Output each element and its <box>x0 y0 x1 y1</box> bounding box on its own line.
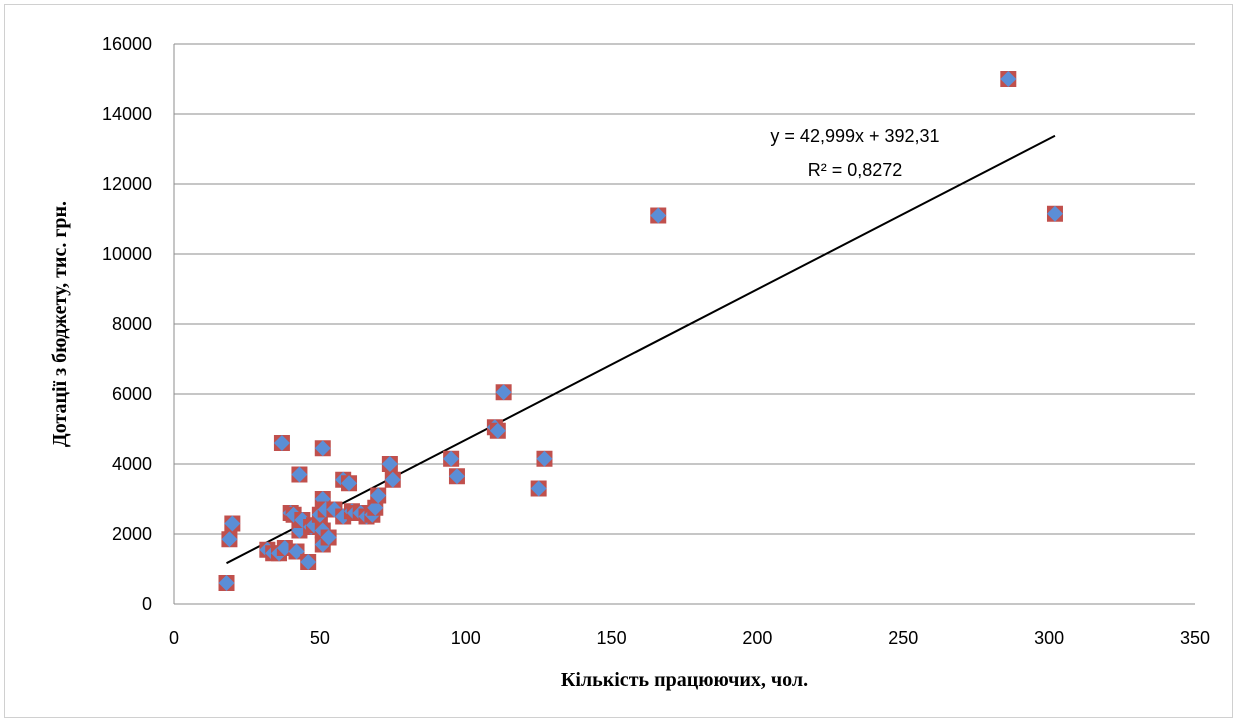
y-tick-label: 14000 <box>102 104 152 124</box>
data-point-diamond <box>367 499 384 516</box>
trendline-equation: y = 42,999x + 392,31 <box>770 126 939 146</box>
data-point-diamond <box>341 475 358 492</box>
data-point <box>370 487 387 504</box>
data-point <box>314 440 331 457</box>
data-point <box>320 529 337 546</box>
data-point <box>300 554 317 570</box>
y-tick-label: 16000 <box>102 34 152 54</box>
data-point <box>221 531 238 548</box>
y-tick-label: 4000 <box>112 454 152 474</box>
gridlines <box>173 43 1195 605</box>
data-point <box>384 471 401 488</box>
x-tick-label: 50 <box>310 628 330 648</box>
data-point-diamond <box>489 422 506 439</box>
data-point <box>448 468 465 485</box>
data-point-diamond <box>314 440 331 457</box>
data-point <box>1000 71 1017 87</box>
data-point <box>291 466 308 483</box>
trendline <box>226 134 1056 565</box>
data-point-diamond <box>448 468 465 485</box>
y-tick-label: 0 <box>142 594 152 614</box>
data-point <box>650 207 667 224</box>
x-tick-label: 300 <box>1034 628 1064 648</box>
data-point <box>1046 205 1063 222</box>
data-point-diamond <box>300 554 317 570</box>
y-tick-label: 2000 <box>112 524 152 544</box>
x-tick-labels: 0 50 100 150 200 250 300 350 <box>169 628 1210 648</box>
data-point-diamond <box>381 456 398 472</box>
data-point <box>218 575 235 591</box>
data-point-diamond <box>495 384 512 401</box>
data-point-diamond <box>384 471 401 488</box>
data-point <box>224 515 241 532</box>
data-point <box>536 450 553 467</box>
trendline-r2: R² = 0,8272 <box>808 160 903 180</box>
data-point-diamond <box>320 529 337 546</box>
data-points <box>218 71 1063 591</box>
data-point-diamond <box>1000 71 1017 87</box>
data-point <box>443 450 460 467</box>
data-point-diamond <box>273 435 290 451</box>
y-tick-label: 12000 <box>102 174 152 194</box>
x-tick-label: 200 <box>742 628 772 648</box>
data-point-diamond <box>291 466 308 483</box>
x-tick-label: 250 <box>888 628 918 648</box>
data-point-diamond <box>530 480 547 497</box>
y-axis-title: Дотації з бюджету, тис. грн. <box>49 201 71 447</box>
data-point-diamond <box>1046 205 1063 222</box>
data-point-diamond <box>221 531 238 548</box>
data-point-diamond <box>370 487 387 504</box>
data-point <box>273 435 290 451</box>
x-tick-label: 0 <box>169 628 179 648</box>
data-point-diamond <box>224 515 241 532</box>
data-point-diamond <box>443 450 460 467</box>
data-point-diamond <box>218 575 235 591</box>
data-point <box>495 384 512 401</box>
x-tick-label: 100 <box>451 628 481 648</box>
y-tick-label: 10000 <box>102 244 152 264</box>
x-axis-title: Кількість працюючих, чол. <box>561 669 808 691</box>
data-point-diamond <box>536 450 553 467</box>
data-point <box>367 499 384 516</box>
y-tick-label: 8000 <box>112 314 152 334</box>
y-tick-labels: 0 2000 4000 6000 8000 10000 12000 14000 16000 <box>102 34 152 614</box>
data-point <box>341 475 358 492</box>
data-point-diamond <box>650 207 667 224</box>
x-tick-label: 150 <box>597 628 627 648</box>
data-point <box>381 456 398 472</box>
data-point <box>489 422 506 439</box>
x-tick-label: 350 <box>1180 628 1210 648</box>
y-tick-label: 6000 <box>112 384 152 404</box>
data-point <box>530 480 547 497</box>
